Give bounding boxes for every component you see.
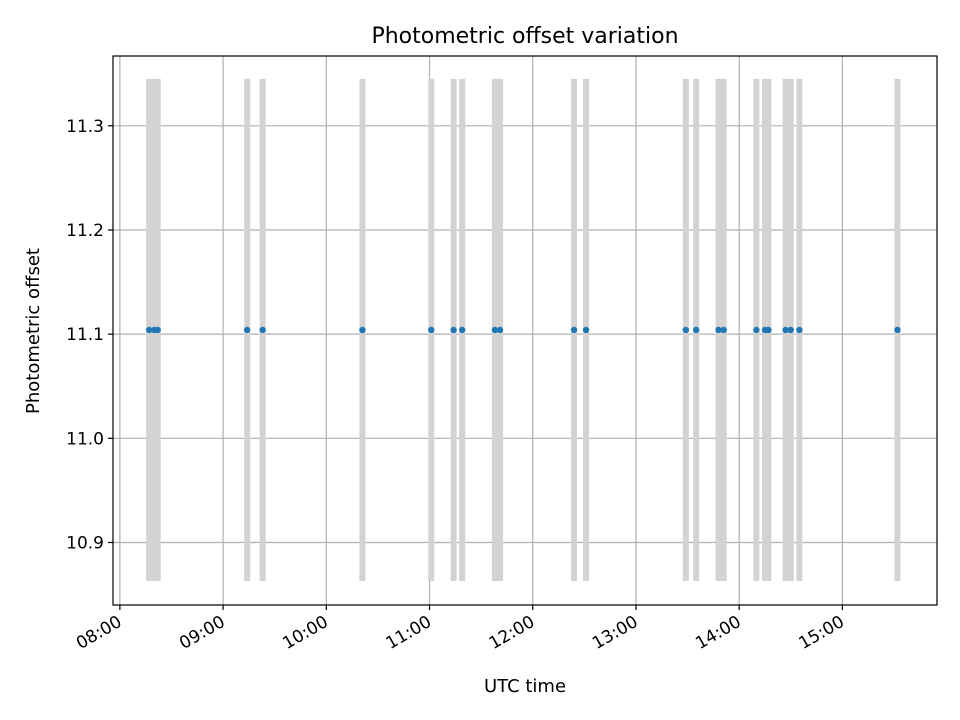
y-tick-label: 11.2 <box>66 221 104 241</box>
data-point <box>428 326 435 334</box>
y-tick-label: 11.1 <box>66 325 104 345</box>
data-point <box>796 326 803 334</box>
data-point <box>154 326 161 334</box>
data-point <box>582 326 590 334</box>
data-point <box>491 326 499 334</box>
plot-frame <box>112 55 938 606</box>
data-point <box>753 326 760 334</box>
chart-title: Photometric offset variation <box>371 24 678 49</box>
data-point <box>243 326 251 334</box>
data-point <box>787 326 794 334</box>
data-point <box>715 326 722 334</box>
data-point <box>145 326 153 334</box>
data-point <box>359 326 366 334</box>
data-point <box>459 326 466 334</box>
data-point <box>720 326 727 334</box>
data-point <box>496 326 504 334</box>
x-axis-label: UTC time <box>484 676 566 697</box>
data-point <box>682 326 690 334</box>
data-point <box>259 326 266 334</box>
data-point <box>782 326 789 334</box>
data-point <box>570 326 578 334</box>
y-axis-ticks: 10.9 11.0 11.1 11.2 11.3 <box>66 117 113 553</box>
y-tick-label: 11.0 <box>66 429 104 449</box>
y-tick-label: 10.9 <box>66 533 104 553</box>
data-point <box>894 326 901 334</box>
y-tick-label: 11.3 <box>66 117 104 137</box>
data-points <box>145 326 901 334</box>
y-axis-label: Photometric offset <box>23 248 44 414</box>
data-point <box>692 326 700 334</box>
data-point <box>765 326 772 334</box>
data-point <box>450 326 457 334</box>
